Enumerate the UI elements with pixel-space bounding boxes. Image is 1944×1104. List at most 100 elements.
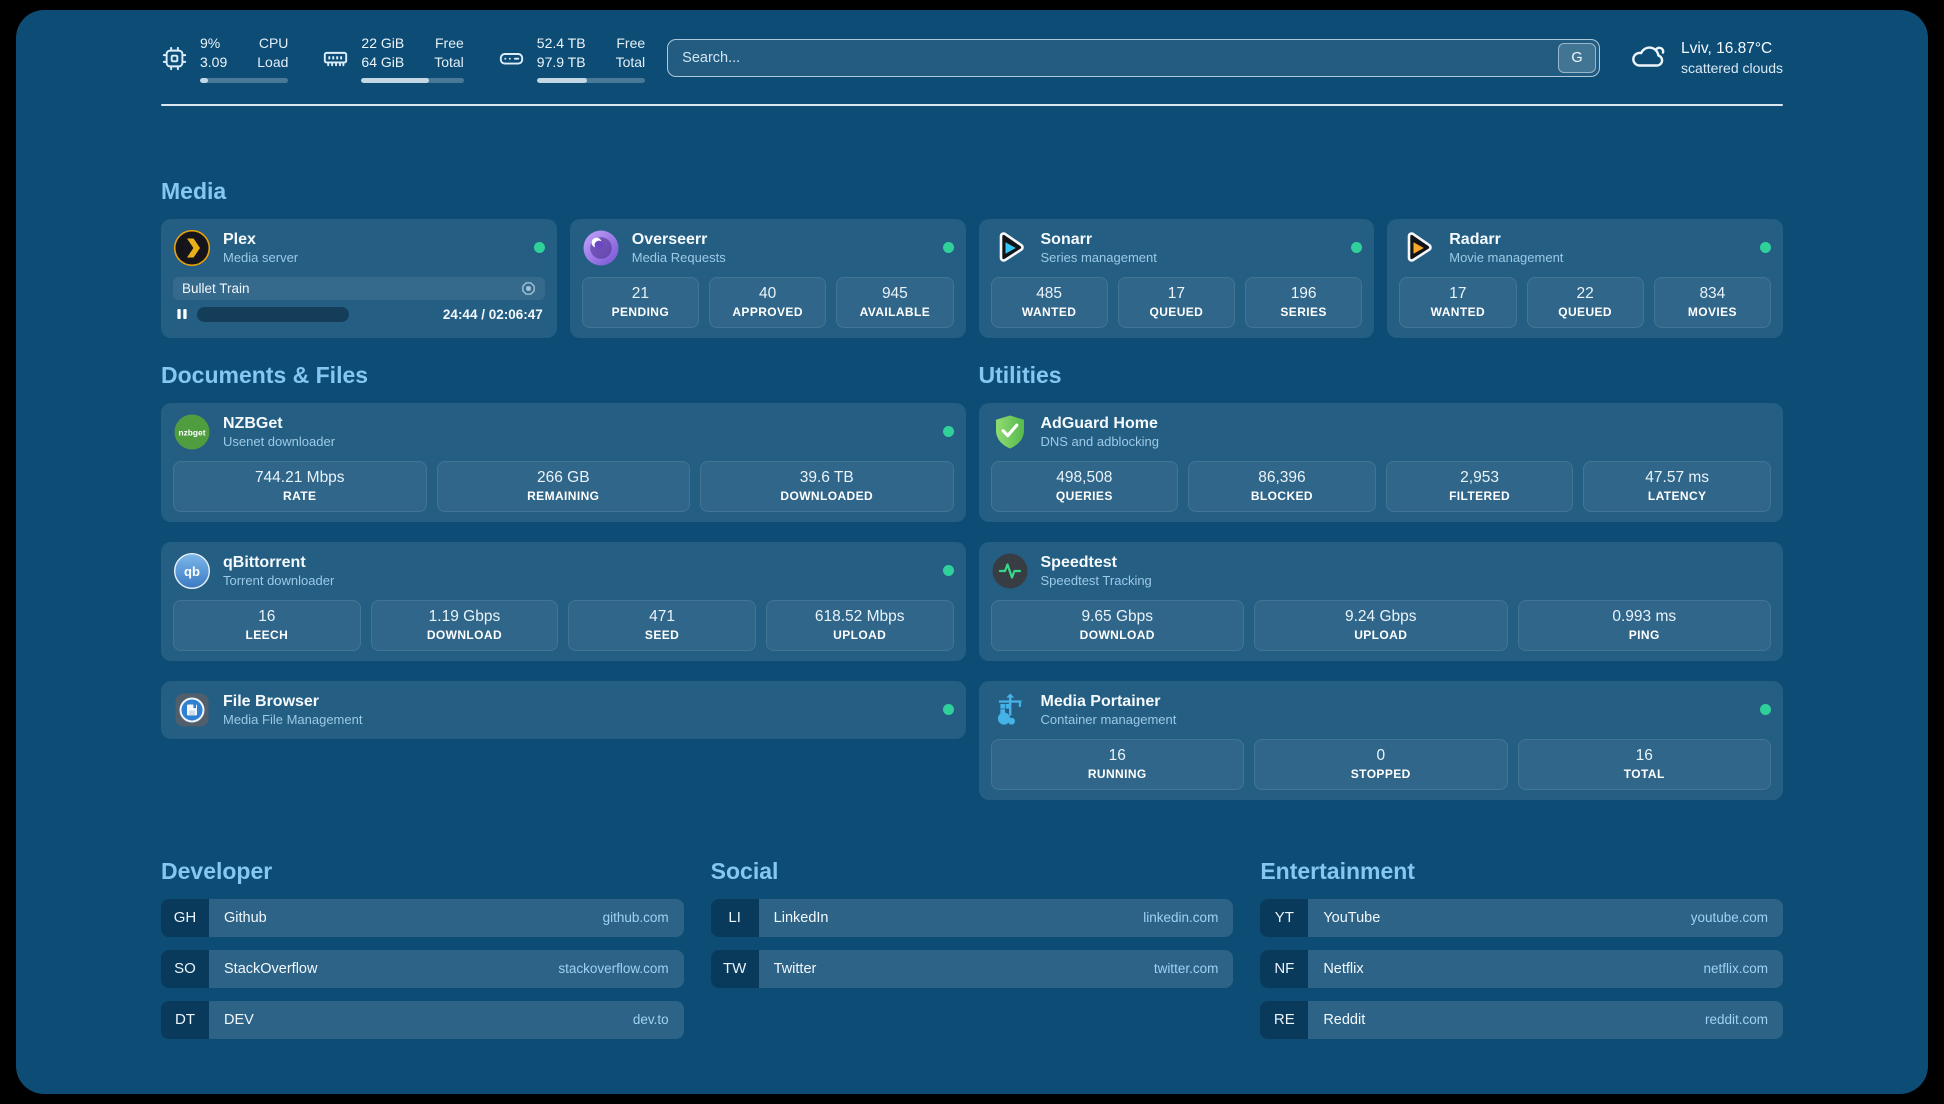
bookmark-linkedin[interactable]: LI LinkedIn linkedin.com — [710, 898, 1234, 937]
weather-widget: Lviv, 16.87°C scattered clouds — [1628, 40, 1783, 76]
bookmark-group-title: Developer — [161, 857, 273, 884]
service-name: File Browser — [223, 693, 320, 711]
weather-location-temp: Lviv, 16.87°C — [1681, 40, 1773, 58]
service-card-titles: NZBGet Usenet downloader — [223, 414, 335, 449]
service-card-header: Sonarr Series management — [991, 229, 1363, 267]
bookmark-body: Netflix netflix.com — [1308, 949, 1783, 988]
service-description: Usenet downloader — [223, 434, 336, 450]
bookmark-url: netflix.com — [1703, 961, 1768, 977]
bookmark-rows: LI LinkedIn linkedin.com TW Twitter twitter.c… — [710, 898, 1234, 988]
stat-value: 945 — [881, 284, 908, 302]
stat-download: 9.65 Gbps DOWNLOAD — [990, 599, 1244, 651]
service-card-qbittorrent[interactable]: qb qBittorrent Torrent downloader 16 LEECH 1.… — [161, 541, 966, 661]
now-playing-row: Bullet Train — [173, 276, 545, 300]
bookmark-url: stackoverflow.com — [558, 961, 669, 977]
stat-wanted: 17 WANTED — [1399, 276, 1517, 328]
stat-label: APPROVED — [732, 304, 803, 319]
portainer-logo — [991, 691, 1029, 729]
status-dot-online — [533, 242, 545, 254]
service-card-speedtest[interactable]: Speedtest Speedtest Tracking 9.65 Gbps DOWN… — [978, 541, 1783, 661]
speedtest-logo — [991, 552, 1029, 590]
service-name: Overseerr — [631, 231, 708, 249]
stat-available: 945 AVAILABLE — [836, 276, 954, 328]
resource-value: 22 GiB — [361, 35, 405, 51]
stat-value: 744.21 Mbps — [254, 468, 345, 486]
service-card-radarr[interactable]: Radarr Movie management 17 WANTED 22 QUEUED 83… — [1387, 218, 1783, 338]
service-card-titles: Plex Media server — [223, 230, 298, 265]
bookmark-name: DEV — [224, 1011, 254, 1028]
stat-label: BLOCKED — [1250, 488, 1313, 503]
section-title-utilities: Utilities — [978, 361, 1062, 388]
stat-value: 40 — [759, 284, 777, 302]
resource-progress-bar — [361, 77, 464, 83]
service-card-sonarr[interactable]: Sonarr Series management 485 WANTED 17 QUEUED… — [978, 218, 1375, 338]
bookmark-url: github.com — [602, 910, 669, 926]
resource-value: 3.09 — [200, 53, 228, 70]
stat-value: 485 — [1036, 284, 1063, 302]
stat-rate: 744.21 Mbps RATE — [173, 460, 427, 512]
service-name: Sonarr — [1040, 231, 1093, 249]
resource-progress-fill — [200, 77, 208, 83]
radarr-logo — [1399, 229, 1437, 267]
service-card-file-browser[interactable]: File Browser Media File Management — [161, 680, 966, 739]
resource-values: 9% CPU 3.09 Load — [200, 34, 288, 72]
bookmark-netflix[interactable]: NF Netflix netflix.com — [1260, 949, 1783, 988]
section-utilities: Utilities AdGuard Home DNS and adblocking… — [978, 361, 1783, 800]
stat-upload: 9.24 Gbps UPLOAD — [1254, 599, 1508, 651]
service-name: AdGuard Home — [1040, 415, 1158, 433]
bookmark-body: Github github.com — [209, 898, 684, 937]
service-card-plex[interactable]: Plex Media server Bullet Train 24:44 / 02:0… — [161, 218, 557, 338]
bookmark-reddit[interactable]: RE Reddit reddit.com — [1260, 1000, 1783, 1039]
search-input[interactable] — [671, 43, 1559, 74]
stat-label: QUEUED — [1558, 304, 1612, 319]
status-dot-online — [1760, 704, 1771, 716]
resource-label: Total — [434, 53, 464, 70]
bookmark-name: Netflix — [1323, 960, 1364, 977]
service-card-nzbget[interactable]: nzbget NZBGet Usenet downloader 744.21 Mbps… — [161, 402, 966, 522]
topbar-divider — [161, 103, 1783, 106]
memory-icon — [322, 45, 349, 72]
bookmark-youtube[interactable]: YT YouTube youtube.com — [1260, 898, 1783, 937]
stat-label: RUNNING — [1087, 766, 1147, 781]
utilities-cards-stack: AdGuard Home DNS and adblocking 498,508 QUE… — [978, 402, 1783, 800]
cloud-icon — [1628, 40, 1668, 76]
service-card-media-portainer[interactable]: Media Portainer Container management 16 RUN… — [978, 680, 1783, 800]
bookmark-dev[interactable]: DT DEV dev.to — [161, 1000, 684, 1039]
bookmark-url: reddit.com — [1704, 1012, 1768, 1028]
stat-approved: 40 APPROVED — [709, 276, 827, 328]
resource-disk: 52.4 TB Free 97.9 TB Total — [498, 34, 646, 83]
stat-series: 196 SERIES — [1245, 276, 1363, 328]
service-description: Series management — [1040, 250, 1157, 266]
stat-running: 16 RUNNING — [990, 738, 1244, 790]
service-description: Media Requests — [631, 250, 726, 266]
stat-value: 2,953 — [1460, 468, 1499, 486]
bookmark-github[interactable]: GH Github github.com — [161, 898, 684, 937]
bookmark-stackoverflow[interactable]: SO StackOverflow stackoverflow.com — [161, 949, 684, 988]
service-card-overseerr[interactable]: Overseerr Media Requests 21 PENDING 40 APPROV… — [569, 218, 966, 338]
sonarr-logo — [991, 229, 1029, 267]
service-name: Plex — [223, 231, 256, 249]
stat-label: LATENCY — [1647, 488, 1707, 503]
resource-label: Total — [615, 53, 646, 70]
service-card-titles: qBittorrent Torrent downloader — [223, 553, 334, 588]
search-provider-button[interactable]: G — [1558, 43, 1597, 74]
stat-value: 16 — [1635, 746, 1653, 764]
search-bar: G — [667, 39, 1601, 78]
bookmark-body: Reddit reddit.com — [1308, 1000, 1783, 1039]
bookmark-url: dev.to — [632, 1012, 669, 1028]
media-cards-grid: Plex Media server Bullet Train 24:44 / 02:0… — [161, 218, 1783, 338]
stat-label: MOVIES — [1687, 304, 1737, 319]
service-card-header: nzbget NZBGet Usenet downloader — [173, 413, 954, 451]
bookmark-twitter[interactable]: TW Twitter twitter.com — [710, 949, 1234, 988]
service-stats: 16 RUNNING 0 STOPPED 16 TOTAL — [990, 738, 1771, 790]
service-card-titles: Speedtest Speedtest Tracking — [1041, 553, 1152, 588]
service-card-titles: AdGuard Home DNS and adblocking — [1041, 414, 1160, 449]
bookmark-group-entertainment: Entertainment YT YouTube youtube.com NF Netfl… — [1260, 858, 1783, 1039]
service-stats: 498,508 QUERIES 86,396 BLOCKED 2,953 FILTERED… — [990, 460, 1771, 512]
resource-label: Load — [257, 53, 289, 70]
stat-label: QUEUED — [1149, 304, 1204, 319]
service-card-adguard-home[interactable]: AdGuard Home DNS and adblocking 498,508 QUE… — [978, 402, 1783, 522]
stat-value: 9.65 Gbps — [1081, 607, 1154, 625]
service-stats: 9.65 Gbps DOWNLOAD 9.24 Gbps UPLOAD 0.993 ms… — [990, 599, 1771, 651]
playback-progress-track — [197, 306, 349, 322]
